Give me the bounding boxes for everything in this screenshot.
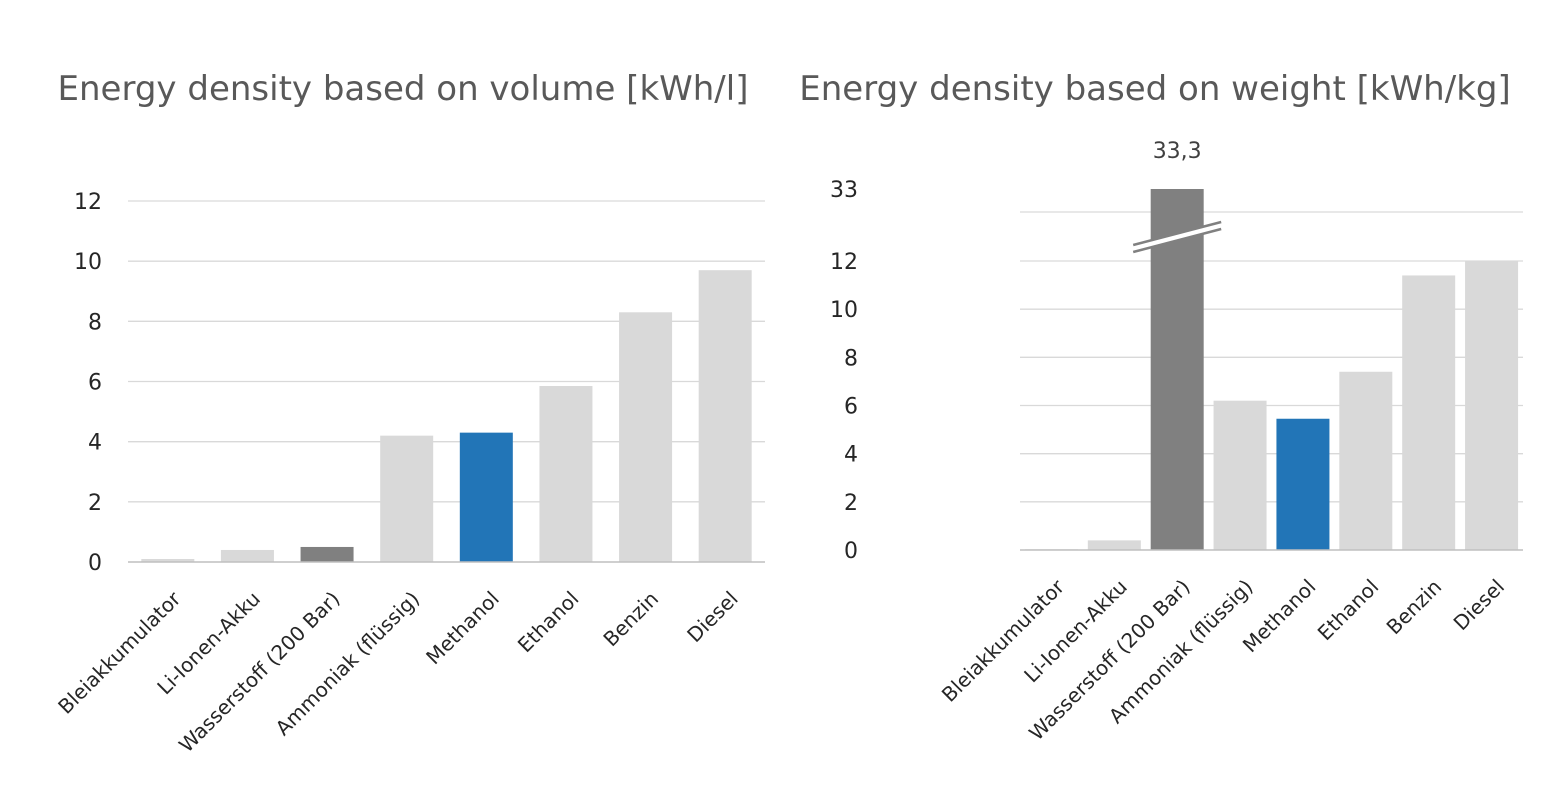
y-tick-label: 4 [88,431,102,456]
bar [1276,418,1330,550]
bar [1465,261,1519,550]
y-tick-label: 2 [844,491,858,516]
category-label: Benzin [1382,575,1447,640]
y-tick-label: 0 [844,539,858,564]
y-tick-label: 6 [844,395,858,420]
bar [1339,371,1393,550]
category-label: Ethanol [513,587,584,658]
weight-chart: 02468101233BleiakkumulatorLi-Ionen-AkkuW… [830,139,1523,745]
y-tick-label: 8 [88,310,102,335]
y-tick-label: 8 [844,346,858,371]
y-tick-label: 10 [830,298,858,323]
bar [1087,540,1141,550]
category-label: Benzin [598,587,663,652]
volume-chart-title: Energy density based on volume [kWh/l] [58,69,749,109]
volume-chart: 024681012BleiakkumulatorLi-Ionen-AkkuWas… [53,190,765,757]
bar [1402,275,1456,550]
bar [698,270,752,562]
y-tick-label: 0 [88,551,102,576]
category-label: Diesel [1449,575,1509,635]
category-label: Bleiakkumulator [53,586,186,719]
category-label: Ethanol [1313,575,1384,646]
y-tick-label: 10 [74,250,102,275]
axis-break-mark [1132,220,1222,254]
category-label: Wasserstoff (200 Bar) [174,587,344,757]
data-label: 33,3 [1153,139,1202,164]
bar [300,546,354,562]
bar [380,435,434,562]
y-tick-label-break: 33 [830,178,858,203]
y-tick-label: 2 [88,491,102,516]
bar [1150,189,1204,550]
bar [1213,400,1267,550]
y-tick-label: 4 [844,443,858,468]
y-tick-label: 6 [88,371,102,396]
category-label: Diesel [682,587,742,647]
bar [220,549,274,562]
bar [619,312,673,562]
bar [141,558,195,562]
bar [459,432,513,562]
category-label: Methanol [421,587,504,670]
bar [539,386,593,562]
y-tick-label: 12 [74,190,102,215]
weight-chart-title: Energy density based on weight [kWh/kg] [799,69,1510,109]
category-label: Ammoniak (flüssig) [271,587,425,741]
y-tick-label: 12 [830,250,858,275]
